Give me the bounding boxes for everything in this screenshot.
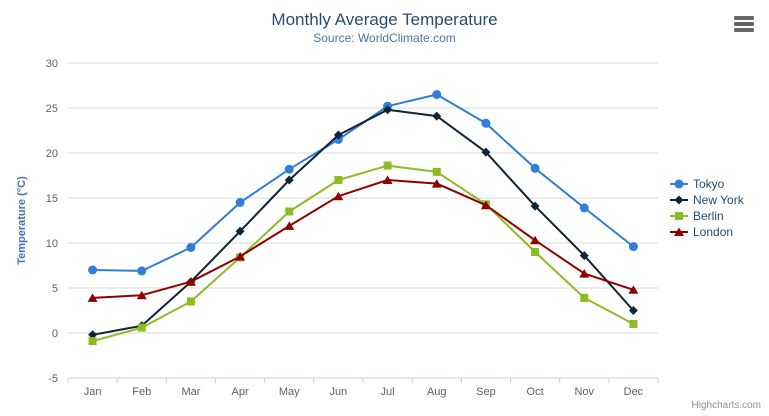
data-point[interactable] bbox=[432, 167, 441, 176]
data-point[interactable] bbox=[284, 164, 294, 174]
legend-label: London bbox=[693, 225, 734, 239]
y-axis-tick-label: 5 bbox=[52, 283, 58, 295]
chart-legend: Tokyo New York Berlin London bbox=[670, 176, 744, 240]
data-point[interactable] bbox=[136, 290, 147, 300]
data-point bbox=[675, 212, 683, 220]
data-point[interactable] bbox=[334, 176, 343, 184]
x-axis-tick-label: Oct bbox=[527, 386, 544, 398]
y-axis-title: Temperature (°C) bbox=[16, 176, 28, 265]
data-point[interactable] bbox=[530, 163, 540, 173]
x-axis-tick-label: Mar bbox=[181, 386, 200, 398]
data-point bbox=[674, 179, 684, 189]
data-point[interactable] bbox=[284, 175, 294, 185]
data-point bbox=[674, 227, 684, 236]
data-point[interactable] bbox=[383, 161, 392, 170]
data-point[interactable] bbox=[333, 130, 343, 140]
data-point[interactable] bbox=[284, 221, 295, 230]
hamburger-icon bbox=[734, 16, 754, 32]
data-point[interactable] bbox=[628, 285, 639, 294]
series-line-tokyo[interactable] bbox=[91, 93, 635, 272]
y-axis-tick-label: 30 bbox=[46, 58, 58, 70]
legend-symbol-diamond-icon bbox=[670, 195, 688, 205]
export-menu-button[interactable] bbox=[733, 15, 755, 33]
x-axis-tick-label: Dec bbox=[624, 386, 644, 398]
x-axis-tick-label: Jan bbox=[84, 386, 102, 398]
data-point[interactable] bbox=[88, 337, 97, 346]
y-axis-tick-label: -5 bbox=[48, 373, 58, 385]
data-point[interactable] bbox=[88, 330, 98, 340]
data-point[interactable] bbox=[186, 297, 195, 306]
data-point[interactable] bbox=[432, 90, 442, 99]
data-point[interactable] bbox=[235, 252, 246, 261]
data-point[interactable] bbox=[382, 175, 393, 185]
data-point[interactable] bbox=[480, 200, 491, 210]
data-point[interactable] bbox=[185, 277, 196, 286]
data-point[interactable] bbox=[137, 266, 147, 276]
series-line-london[interactable] bbox=[91, 179, 635, 299]
data-point[interactable] bbox=[629, 320, 638, 328]
legend-item-london[interactable]: London bbox=[670, 224, 744, 240]
data-point bbox=[674, 195, 684, 205]
x-axis-tick-label: Sep bbox=[476, 386, 496, 398]
data-point[interactable] bbox=[481, 118, 491, 128]
x-axis-tick-label: May bbox=[279, 386, 300, 398]
data-point[interactable] bbox=[579, 203, 589, 213]
data-point[interactable] bbox=[431, 179, 442, 188]
data-point[interactable] bbox=[88, 265, 98, 275]
hamburger-bar bbox=[734, 16, 754, 20]
data-point[interactable] bbox=[137, 323, 146, 332]
chart-title: Monthly Average Temperature bbox=[271, 10, 498, 29]
legend-symbol-triangle-icon bbox=[670, 227, 688, 236]
data-point[interactable] bbox=[87, 293, 98, 302]
series-markers-tokyo[interactable] bbox=[88, 90, 638, 276]
y-axis-tick-label: 0 bbox=[52, 328, 58, 340]
hamburger-bar bbox=[734, 28, 754, 32]
x-axis-tick-label: Jun bbox=[330, 386, 348, 398]
x-axis-tick-label: Nov bbox=[574, 386, 594, 398]
data-point[interactable] bbox=[579, 251, 589, 261]
series-markers-london[interactable] bbox=[87, 175, 639, 302]
data-point[interactable] bbox=[628, 242, 638, 252]
x-axis-tick-label: Apr bbox=[232, 386, 249, 398]
data-point[interactable] bbox=[481, 147, 491, 157]
data-point[interactable] bbox=[235, 226, 245, 236]
data-point[interactable] bbox=[530, 235, 541, 245]
data-point[interactable] bbox=[432, 111, 442, 121]
legend-item-berlin[interactable]: Berlin bbox=[670, 208, 744, 224]
x-axis-tick-label: Jul bbox=[381, 386, 395, 398]
data-point[interactable] bbox=[186, 243, 196, 252]
series-line-new-york[interactable] bbox=[91, 108, 635, 336]
legend-label: Berlin bbox=[693, 209, 724, 223]
data-point[interactable] bbox=[333, 191, 344, 201]
legend-label: Tokyo bbox=[693, 177, 725, 191]
data-point[interactable] bbox=[285, 207, 294, 216]
credits-link[interactable]: Highcharts.com bbox=[691, 400, 761, 411]
y-axis-tick-label: 20 bbox=[46, 148, 58, 160]
data-point[interactable] bbox=[628, 306, 638, 315]
x-axis-tick-label: Aug bbox=[427, 386, 447, 398]
data-point[interactable] bbox=[235, 198, 245, 207]
data-point[interactable] bbox=[383, 105, 393, 115]
legend-item-tokyo[interactable]: Tokyo bbox=[670, 176, 744, 192]
chart-subtitle: Source: WorldClimate.com bbox=[313, 31, 456, 45]
legend-label: New York bbox=[693, 193, 744, 207]
data-point[interactable] bbox=[580, 293, 589, 302]
series-markers-new-york[interactable] bbox=[88, 105, 638, 340]
legend-item-new-york[interactable]: New York bbox=[670, 192, 744, 208]
data-point[interactable] bbox=[530, 201, 540, 211]
legend-symbol-circle-icon bbox=[670, 179, 688, 189]
x-axis-tick-label: Feb bbox=[132, 386, 151, 398]
data-point[interactable] bbox=[579, 269, 590, 278]
y-axis-tick-label: 10 bbox=[46, 238, 58, 250]
y-axis-tick-label: 15 bbox=[46, 193, 58, 205]
data-point[interactable] bbox=[531, 248, 540, 256]
y-axis-tick-label: 25 bbox=[46, 103, 58, 115]
legend-symbol-square-icon bbox=[670, 212, 688, 220]
hamburger-bar bbox=[734, 22, 754, 26]
series-line-berlin[interactable] bbox=[91, 164, 635, 343]
